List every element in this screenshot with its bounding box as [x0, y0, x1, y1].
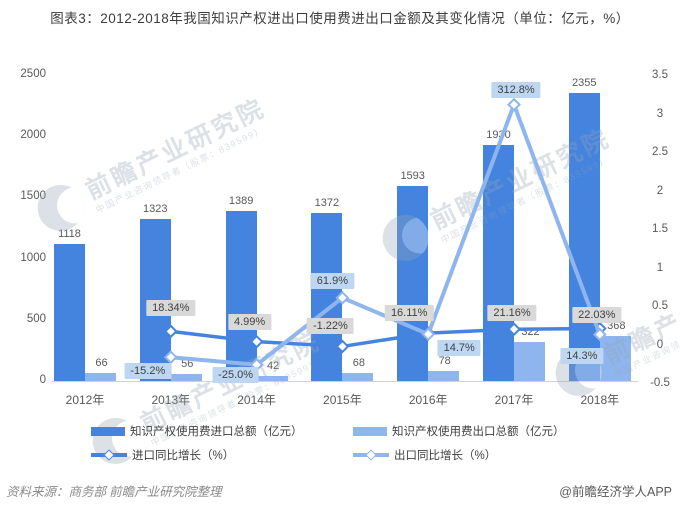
x-axis-label-2016年: 2016年: [408, 393, 448, 407]
legend: 知识产权使用费进口总额（亿元） 知识产权使用费出口总额（亿元） 进口同比增长（%…: [0, 423, 680, 463]
bar-export-2012年: [85, 372, 116, 381]
bar-value-label: 42: [266, 359, 280, 372]
right-axis-tick: 1: [656, 261, 664, 274]
bar-import-2016年: [397, 186, 429, 381]
import-line-swatch-icon: [91, 449, 127, 461]
left-axis-tick: 1000: [20, 251, 46, 264]
bar-value-label: 1389: [228, 194, 254, 207]
legend-label: 知识产权使用费出口总额（亿元）: [392, 426, 565, 438]
right-axis-tick: 0.5: [652, 300, 668, 312]
bar-import-2014年: [225, 210, 257, 381]
bar-export-2014年: [256, 375, 288, 381]
left-axis-tick: 1500: [20, 190, 46, 203]
bar-import-2012年: [54, 244, 85, 381]
x-axis-label-2013年: 2013年: [151, 393, 191, 407]
bar-value-label: 368: [607, 319, 626, 332]
bar-import-2013年: [139, 219, 171, 381]
footer: 资料来源：商务部 前瞻产业研究院整理 @前瞻经济学人APP: [6, 481, 672, 500]
bar-value-label: 1593: [400, 170, 425, 183]
legend-label: 出口同比增长（%）: [394, 450, 497, 462]
chart-title: 图表3：2012-2018年我国知识产权进出口使用费进出口金额及其变化情况（单位…: [50, 11, 630, 26]
bar-value-label: 66: [95, 356, 108, 369]
bar-import-2017年: [483, 144, 514, 381]
right-axis-tick: 1.5: [652, 223, 668, 235]
export-bar-swatch-icon: [353, 426, 387, 436]
right-axis-tick: 2.5: [652, 146, 668, 158]
bar-value-label: 68: [352, 356, 366, 369]
bar-value-label: 1323: [143, 203, 168, 216]
export-line-swatch-icon: [353, 449, 389, 461]
bar-value-label: 1372: [314, 197, 340, 210]
bar-export-2015年: [342, 372, 374, 381]
bar-value-label: 322: [521, 325, 540, 338]
bar-export-2016年: [428, 371, 460, 381]
bar-export-2017年: [514, 341, 545, 381]
bar-value-label: 1930: [486, 128, 511, 141]
left-axis-tick: 500: [26, 312, 46, 325]
data-source-text: 资料来源：商务部 前瞻产业研究院整理: [6, 485, 222, 499]
x-axis-line: [52, 381, 638, 382]
legend-item-import-growth: 进口同比增长（%）: [91, 447, 353, 463]
bar-value-label: 1118: [58, 228, 81, 241]
right-axis-tick: 3: [656, 107, 664, 120]
legend-item-export-total: 知识产权使用费出口总额（亿元）: [353, 423, 589, 439]
x-axis-label-2012年: 2012年: [65, 393, 105, 407]
right-axis-tick: -0.5: [650, 377, 670, 389]
x-axis-label-2018年: 2018年: [580, 393, 620, 407]
bar-value-label: 2355: [572, 76, 597, 89]
bar-value-label: 78: [438, 355, 451, 368]
credit-text: @前瞻经济学人APP: [559, 485, 672, 499]
bar-import-2018年: [568, 92, 600, 381]
legend-item-export-growth: 出口同比增长（%）: [353, 447, 589, 463]
left-axis-tick: 2000: [20, 129, 46, 142]
left-axis-tick: 2500: [20, 68, 46, 80]
right-axis-tick: 2: [656, 184, 664, 197]
bar-value-label: 56: [181, 358, 194, 371]
legend-label: 知识产权使用费进口总额（亿元）: [130, 426, 303, 438]
legend-label: 进口同比增长（%）: [132, 450, 235, 462]
bar-export-2013年: [170, 374, 202, 381]
x-axis-label-2015年: 2015年: [323, 393, 362, 407]
left-axis-tick: 0: [39, 374, 46, 386]
x-axis-label-2017年: 2017年: [494, 393, 534, 407]
import-bar-swatch-icon: [91, 426, 125, 436]
right-axis-tick: 0: [656, 338, 664, 351]
bar-export-2018年: [599, 335, 631, 381]
x-axis-label-2014年: 2014年: [237, 393, 276, 407]
right-axis-tick: 3.5: [652, 69, 668, 81]
legend-item-import-total: 知识产权使用费进口总额（亿元）: [91, 423, 353, 439]
